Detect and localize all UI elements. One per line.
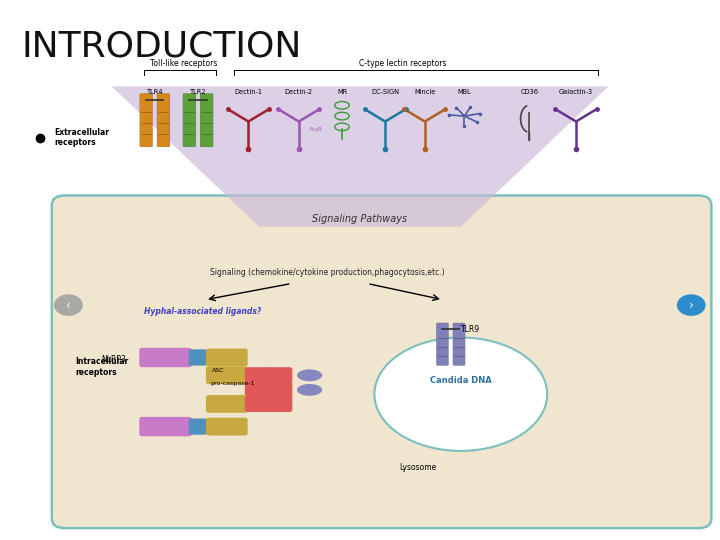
- Text: Galactin-3: Galactin-3: [559, 89, 593, 94]
- Text: Lysosome: Lysosome: [400, 463, 437, 472]
- Text: CD36: CD36: [521, 89, 539, 94]
- Text: Signaling Pathways: Signaling Pathways: [312, 214, 408, 224]
- FancyBboxPatch shape: [266, 382, 292, 398]
- FancyBboxPatch shape: [140, 93, 153, 147]
- Text: ‹: ‹: [66, 299, 71, 312]
- Text: TLR9: TLR9: [461, 325, 480, 334]
- FancyBboxPatch shape: [206, 395, 248, 413]
- Text: Dectin-2: Dectin-2: [284, 89, 313, 94]
- Ellipse shape: [374, 338, 547, 451]
- FancyBboxPatch shape: [189, 418, 207, 435]
- FancyBboxPatch shape: [189, 349, 207, 366]
- FancyBboxPatch shape: [206, 418, 248, 435]
- FancyBboxPatch shape: [206, 366, 248, 384]
- Text: MBL: MBL: [457, 89, 472, 94]
- Circle shape: [54, 294, 83, 316]
- Text: C-type lectin receptors: C-type lectin receptors: [359, 58, 447, 68]
- Text: Candida DNA: Candida DNA: [430, 376, 492, 385]
- Polygon shape: [112, 86, 608, 227]
- Text: Toll-like receptors: Toll-like receptors: [150, 58, 217, 68]
- Text: Mincle: Mincle: [414, 89, 436, 94]
- Text: pro-caspase-1: pro-caspase-1: [210, 381, 255, 386]
- FancyBboxPatch shape: [140, 348, 192, 367]
- Text: NLRP3: NLRP3: [101, 355, 126, 363]
- Text: Dectin-1: Dectin-1: [235, 89, 262, 94]
- Text: Extracellular
receptors: Extracellular receptors: [54, 128, 109, 147]
- Text: MR: MR: [337, 89, 347, 94]
- FancyBboxPatch shape: [200, 93, 213, 147]
- FancyBboxPatch shape: [206, 349, 248, 366]
- FancyBboxPatch shape: [266, 367, 292, 383]
- Text: Hyphal-associated ligands?: Hyphal-associated ligands?: [144, 307, 261, 316]
- Circle shape: [677, 294, 706, 316]
- Text: FcγR: FcγR: [310, 127, 323, 132]
- Text: TLR2: TLR2: [189, 89, 207, 94]
- Text: DC-SIGN: DC-SIGN: [372, 89, 399, 94]
- Text: Signaling (chemokine/cytokine production,phagocytosis,etc.): Signaling (chemokine/cytokine production…: [210, 268, 445, 277]
- FancyBboxPatch shape: [266, 396, 292, 412]
- Text: ›: ›: [689, 299, 693, 312]
- FancyBboxPatch shape: [453, 323, 465, 366]
- Ellipse shape: [297, 384, 323, 396]
- FancyBboxPatch shape: [140, 417, 192, 436]
- FancyBboxPatch shape: [245, 367, 271, 383]
- Ellipse shape: [297, 369, 323, 381]
- FancyBboxPatch shape: [183, 93, 196, 147]
- FancyBboxPatch shape: [245, 396, 271, 412]
- Text: Intracellular
receptors: Intracellular receptors: [76, 357, 129, 377]
- FancyBboxPatch shape: [245, 382, 271, 398]
- Text: ASC: ASC: [212, 368, 225, 373]
- FancyBboxPatch shape: [52, 195, 711, 528]
- FancyBboxPatch shape: [157, 93, 170, 147]
- Text: INTRODUCTION: INTRODUCTION: [22, 30, 302, 64]
- FancyBboxPatch shape: [436, 323, 449, 366]
- Text: TLR4: TLR4: [146, 89, 163, 94]
